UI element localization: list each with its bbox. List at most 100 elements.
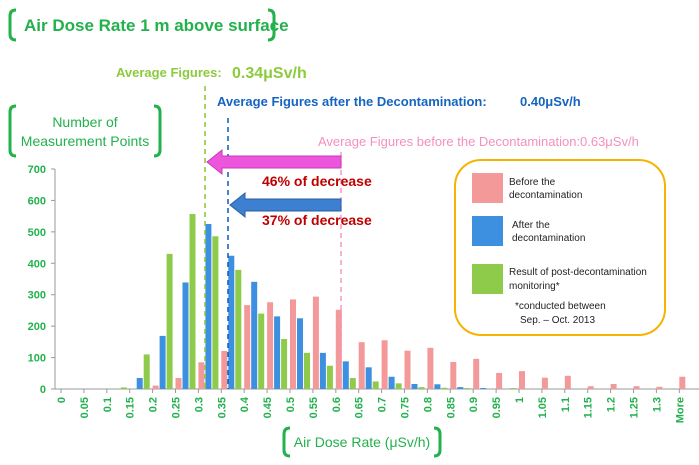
y-tick-label: 600 [28,195,46,207]
bar-after [457,387,464,389]
bar-monitoring [349,378,356,389]
bar-before [656,386,663,389]
bar-monitoring [418,387,425,389]
bar-before [244,305,251,389]
y-axis-label-line1: Number of [52,114,117,130]
legend-note-2: Sep. – Oct. 2013 [520,315,595,326]
x-tick-label: 0.25 [171,397,183,418]
bar-before [610,383,617,389]
x-tick-label: 0.45 [262,397,274,418]
bar-after [480,388,487,389]
legend-swatch-monitoring [472,264,503,294]
bar-monitoring [304,352,310,389]
x-tick-label: 1.3 [651,397,663,412]
bar-before [473,358,480,389]
bar-after [388,376,395,389]
bracket-right [267,8,276,42]
bracket-left [282,426,291,458]
bracket-right [433,426,442,458]
legend-label-before-2: decontamination [509,190,582,201]
bar-after [205,224,212,389]
x-tick-label: 0.95 [491,397,503,418]
bar-before [450,361,457,389]
bar-before [519,371,525,389]
bar-monitoring [372,381,379,389]
bar-after [182,282,189,389]
bar-monitoring [120,387,127,389]
x-tick-label: 0.2 [148,397,160,412]
bar-after [159,335,166,389]
x-tick-label: 1.25 [629,397,641,418]
x-tick-label: 0.05 [79,397,91,418]
avg-before-value: 0.63μSv/h [580,134,639,149]
legend-label-before-1: Before the [509,177,556,188]
x-axis-label-group: Air Dose Rate (μSv/h) [282,426,442,458]
y-axis-label-group: Number of Measurement Points [8,104,162,158]
bar-monitoring [464,388,471,389]
x-tick-label: 0.6 [331,397,343,412]
avg-after-label: Average Figures after the Decontaminatio… [217,94,487,109]
x-tick-label: 0.15 [125,397,137,418]
bar-before [564,375,571,389]
bar-before [175,378,182,389]
legend: Before the decontamination After the dec… [454,159,666,336]
decrease-arrow-after [229,191,342,219]
legend-note-1: *conducted between [515,301,606,312]
x-tick-label: 0.75 [400,397,412,418]
y-tick-label: 0 [40,384,46,396]
legend-label-after-1: After the [512,220,550,231]
avg-after-value: 0.40μSv/h [520,94,581,109]
y-tick-label: 500 [28,227,46,239]
legend-swatch-after [472,216,503,246]
decrease-label-monitoring: 46% of decrease [262,173,372,189]
legend-label-monitoring-2: monitoring* [509,281,560,292]
bar-monitoring [166,253,173,389]
bar-monitoring [395,383,402,389]
bar-before [335,309,342,389]
x-tick-label: 0.1 [102,397,114,412]
bar-monitoring [143,354,150,389]
bar-monitoring [258,313,265,389]
bar-before [290,299,296,389]
avg-monitoring-label: Average Figures: [116,65,222,80]
x-tick-label: 0.4 [239,396,251,412]
legend-label-monitoring-1: Result of post-decontamination [509,267,647,278]
y-axis-label-line2: Measurement Points [21,133,149,149]
bar-after [319,352,326,389]
y-tick-label: 100 [28,353,46,365]
x-tick-label: 1.2 [606,397,618,412]
x-tick-label: 1.1 [560,397,572,412]
bar-before [381,340,388,389]
x-tick-label: 0.3 [193,397,205,412]
x-tick-label: 0.85 [445,397,457,418]
x-tick-label: 0.7 [377,397,389,412]
x-tick-label: 1.15 [583,397,595,418]
bracket-left [8,104,17,158]
bar-after [136,378,143,389]
y-tick-label: 400 [28,258,46,270]
plot-area: 0 100 200 300 400 500 600 700 0 0.05 0.1 0.15 0.2 0.2… [28,86,699,423]
x-axis-label: Air Dose Rate (μSv/h) [294,434,430,450]
bar-after [342,361,349,389]
bar-after [297,318,303,389]
x-tick-label: 0.65 [354,397,366,418]
x-tick-label: 1 [514,397,526,403]
avg-monitoring-value: 0.34μSv/h [232,65,307,82]
legend-label-after-2: decontamination [512,233,585,244]
bar-monitoring [212,236,219,389]
bar-after [251,281,258,389]
bar-before [221,350,228,389]
bar-after [365,367,372,389]
bar-after [434,384,441,389]
bar-before [427,347,434,389]
x-tick-label: 0.35 [216,397,228,418]
bar-before [679,376,686,389]
bar-before [496,372,503,389]
bar-monitoring [235,269,242,389]
bar-monitoring [510,388,517,389]
y-tick-label: 200 [28,321,46,333]
x-tick-label: 0.55 [308,397,320,418]
bar-before [541,377,548,389]
avg-before-label: Average Figures before the Decontaminati… [318,134,580,149]
bar-after [274,316,281,389]
